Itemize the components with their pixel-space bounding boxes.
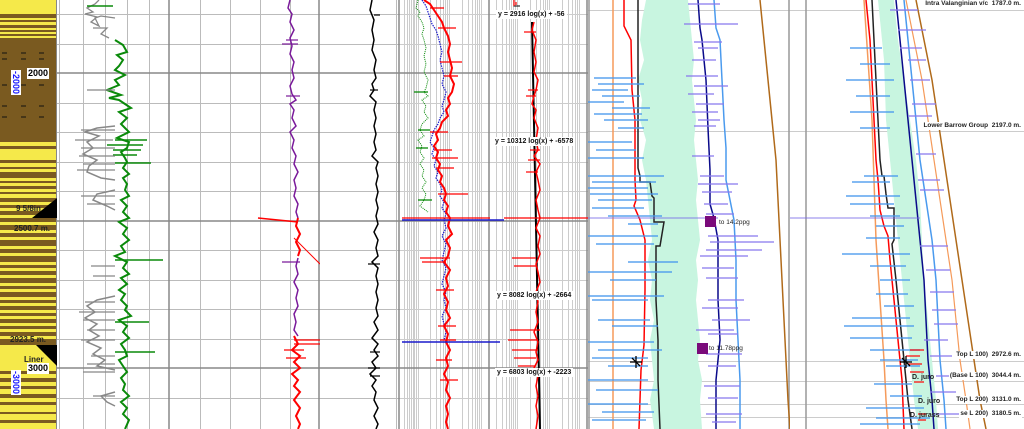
mud-weight-marker-icon <box>705 216 716 227</box>
gamma-ray-plot <box>57 0 170 429</box>
formation-top-label: (Base L 100) 3044.4 m. <box>948 372 1022 380</box>
fracture-gradient-line <box>697 0 721 429</box>
casing-depth-label: 2500.7 m. <box>14 224 51 233</box>
lithology-track: -2000 2000 9 5/8in 2500.7 m. 2923.5 m. L… <box>0 0 57 429</box>
formation-depth: 1787.0 m. <box>991 0 1021 7</box>
formation-depth: 3131.0 m. <box>991 396 1021 403</box>
liner-size-label: Liner <box>24 355 44 364</box>
mud-weight-line <box>871 0 913 429</box>
pore-pressure-fill <box>878 0 938 429</box>
mud-weight-label: to 11.78ppg <box>709 345 743 352</box>
depth-label-vertical: -3000 <box>11 370 21 396</box>
casing-size-label: 9 5/8in <box>16 204 41 213</box>
regression-equation-4: y = 6803 log(x) + -2223 <box>495 368 574 377</box>
gamma-ray-track <box>57 0 170 429</box>
fracture-gradient-line <box>895 0 935 429</box>
liner-shoe-icon <box>36 345 57 366</box>
casing-shoe-icon <box>32 198 57 218</box>
formation-name: Top L 200) <box>956 396 989 403</box>
pressure-track-2: Intra Valanginian v/c 1787.0 m. Lower Ba… <box>790 0 1024 429</box>
formation-depth: 2972.6 m. <box>991 351 1021 358</box>
pore-pressure-line <box>623 0 646 429</box>
lithology-annotation: D. jurass <box>910 412 940 419</box>
regression-plot <box>490 0 588 429</box>
formation-depth: 3180.5 m. <box>991 410 1021 417</box>
formation-depth: 3044.4 m. <box>991 372 1021 379</box>
depth-label-vertical: -2000 <box>11 70 21 96</box>
formation-top-label: Top L 100) 2972.6 m. <box>955 351 1022 359</box>
overburden-line <box>759 0 790 429</box>
pore-pressure-fill <box>638 0 702 429</box>
formation-top-label: Top L 200) 3131.0 m. <box>955 396 1022 404</box>
regression-track: y = 2916 log(x) + -56 y = 10312 log(x) +… <box>490 0 588 429</box>
lithology-annotation: D. juro <box>918 398 941 405</box>
mud-weight-label: to 14.2ppg <box>719 219 750 226</box>
formation-name: Top L 100) <box>956 351 989 358</box>
pressure-plot-2 <box>790 0 1024 429</box>
pressure-plot-1 <box>588 0 790 429</box>
formation-depth: 2197.0 m. <box>991 122 1021 129</box>
formation-top-label: Lower Barrow Group 2197.0 m. <box>922 122 1022 130</box>
regression-equation-2: y = 10312 log(x) + -6578 <box>493 137 576 146</box>
formation-name: (Base L 100) <box>949 372 989 379</box>
log-multicurve-track <box>400 0 490 429</box>
overburden-line <box>915 0 987 429</box>
depth-tick-label: 3000 <box>27 363 50 374</box>
regression-equation-3: y = 8082 log(x) + -2664 <box>495 291 574 300</box>
resistivity-track <box>170 0 320 429</box>
regression-equation-1: y = 2916 log(x) + -56 <box>496 10 567 19</box>
density-track <box>320 0 400 429</box>
mud-weight-marker-icon <box>697 343 708 354</box>
density-plot <box>320 0 400 429</box>
formation-name: Intra Valanginian v/c <box>925 0 989 7</box>
formation-name: Lower Barrow Group <box>923 122 989 129</box>
formation-top-label: se L 200) 3180.5 m. <box>959 410 1022 418</box>
resistivity-plot <box>170 0 320 429</box>
formation-top-label: Intra Valanginian v/c 1787.0 m. <box>924 0 1022 8</box>
lithology-annotation: D. juro <box>912 374 935 381</box>
log-multicurve-plot <box>400 0 490 429</box>
pressure-track-1: to 14.2ppg to 11.78ppg <box>588 0 790 429</box>
drill-point-icon <box>630 356 642 368</box>
depth-tick-label: 2000 <box>27 68 50 79</box>
drill-point-icon <box>900 356 912 368</box>
fracture-max-line <box>903 0 947 429</box>
formation-name: se L 200) <box>960 410 989 417</box>
liner-depth-label: 2923.5 m. <box>10 335 47 344</box>
